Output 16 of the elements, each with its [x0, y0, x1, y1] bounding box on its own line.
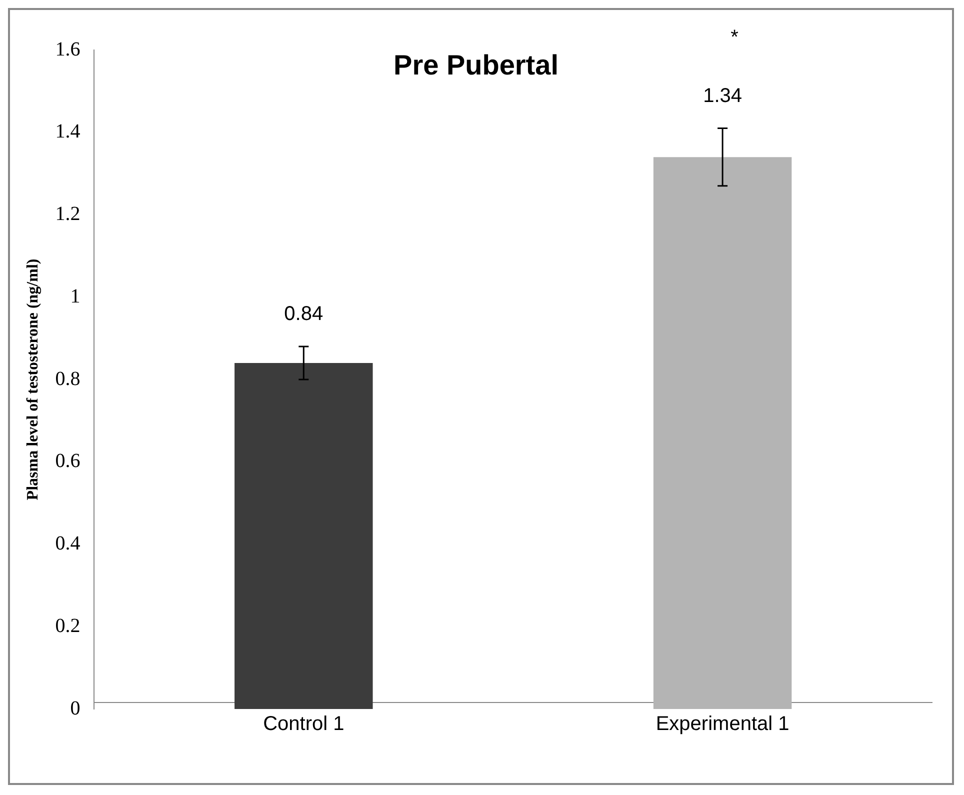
y-tick-label: 1 — [70, 285, 80, 308]
y-tick-label: 1.6 — [55, 38, 80, 60]
data-label: 0.84 — [284, 303, 324, 326]
data-label: 1.34 — [703, 84, 742, 107]
y-axis-title: Plasma level of testosterone (ng/ml) — [24, 258, 42, 500]
y-tick-label: 1.4 — [55, 120, 80, 143]
y-tick-label: 0 — [70, 697, 80, 720]
x-tick-label: Experimental 1 — [656, 713, 790, 736]
x-tick-label: Control 1 — [263, 713, 344, 736]
y-tick-label: 0.4 — [55, 532, 80, 554]
chart-title: Pre Pubertal — [394, 50, 558, 81]
y-tick-label: 0.2 — [55, 614, 80, 637]
y-tick-label: 1.2 — [55, 203, 80, 225]
text: * — [730, 26, 739, 49]
y-tick-label: 0.6 — [55, 450, 80, 472]
y-tick-label: 0.8 — [55, 368, 80, 390]
